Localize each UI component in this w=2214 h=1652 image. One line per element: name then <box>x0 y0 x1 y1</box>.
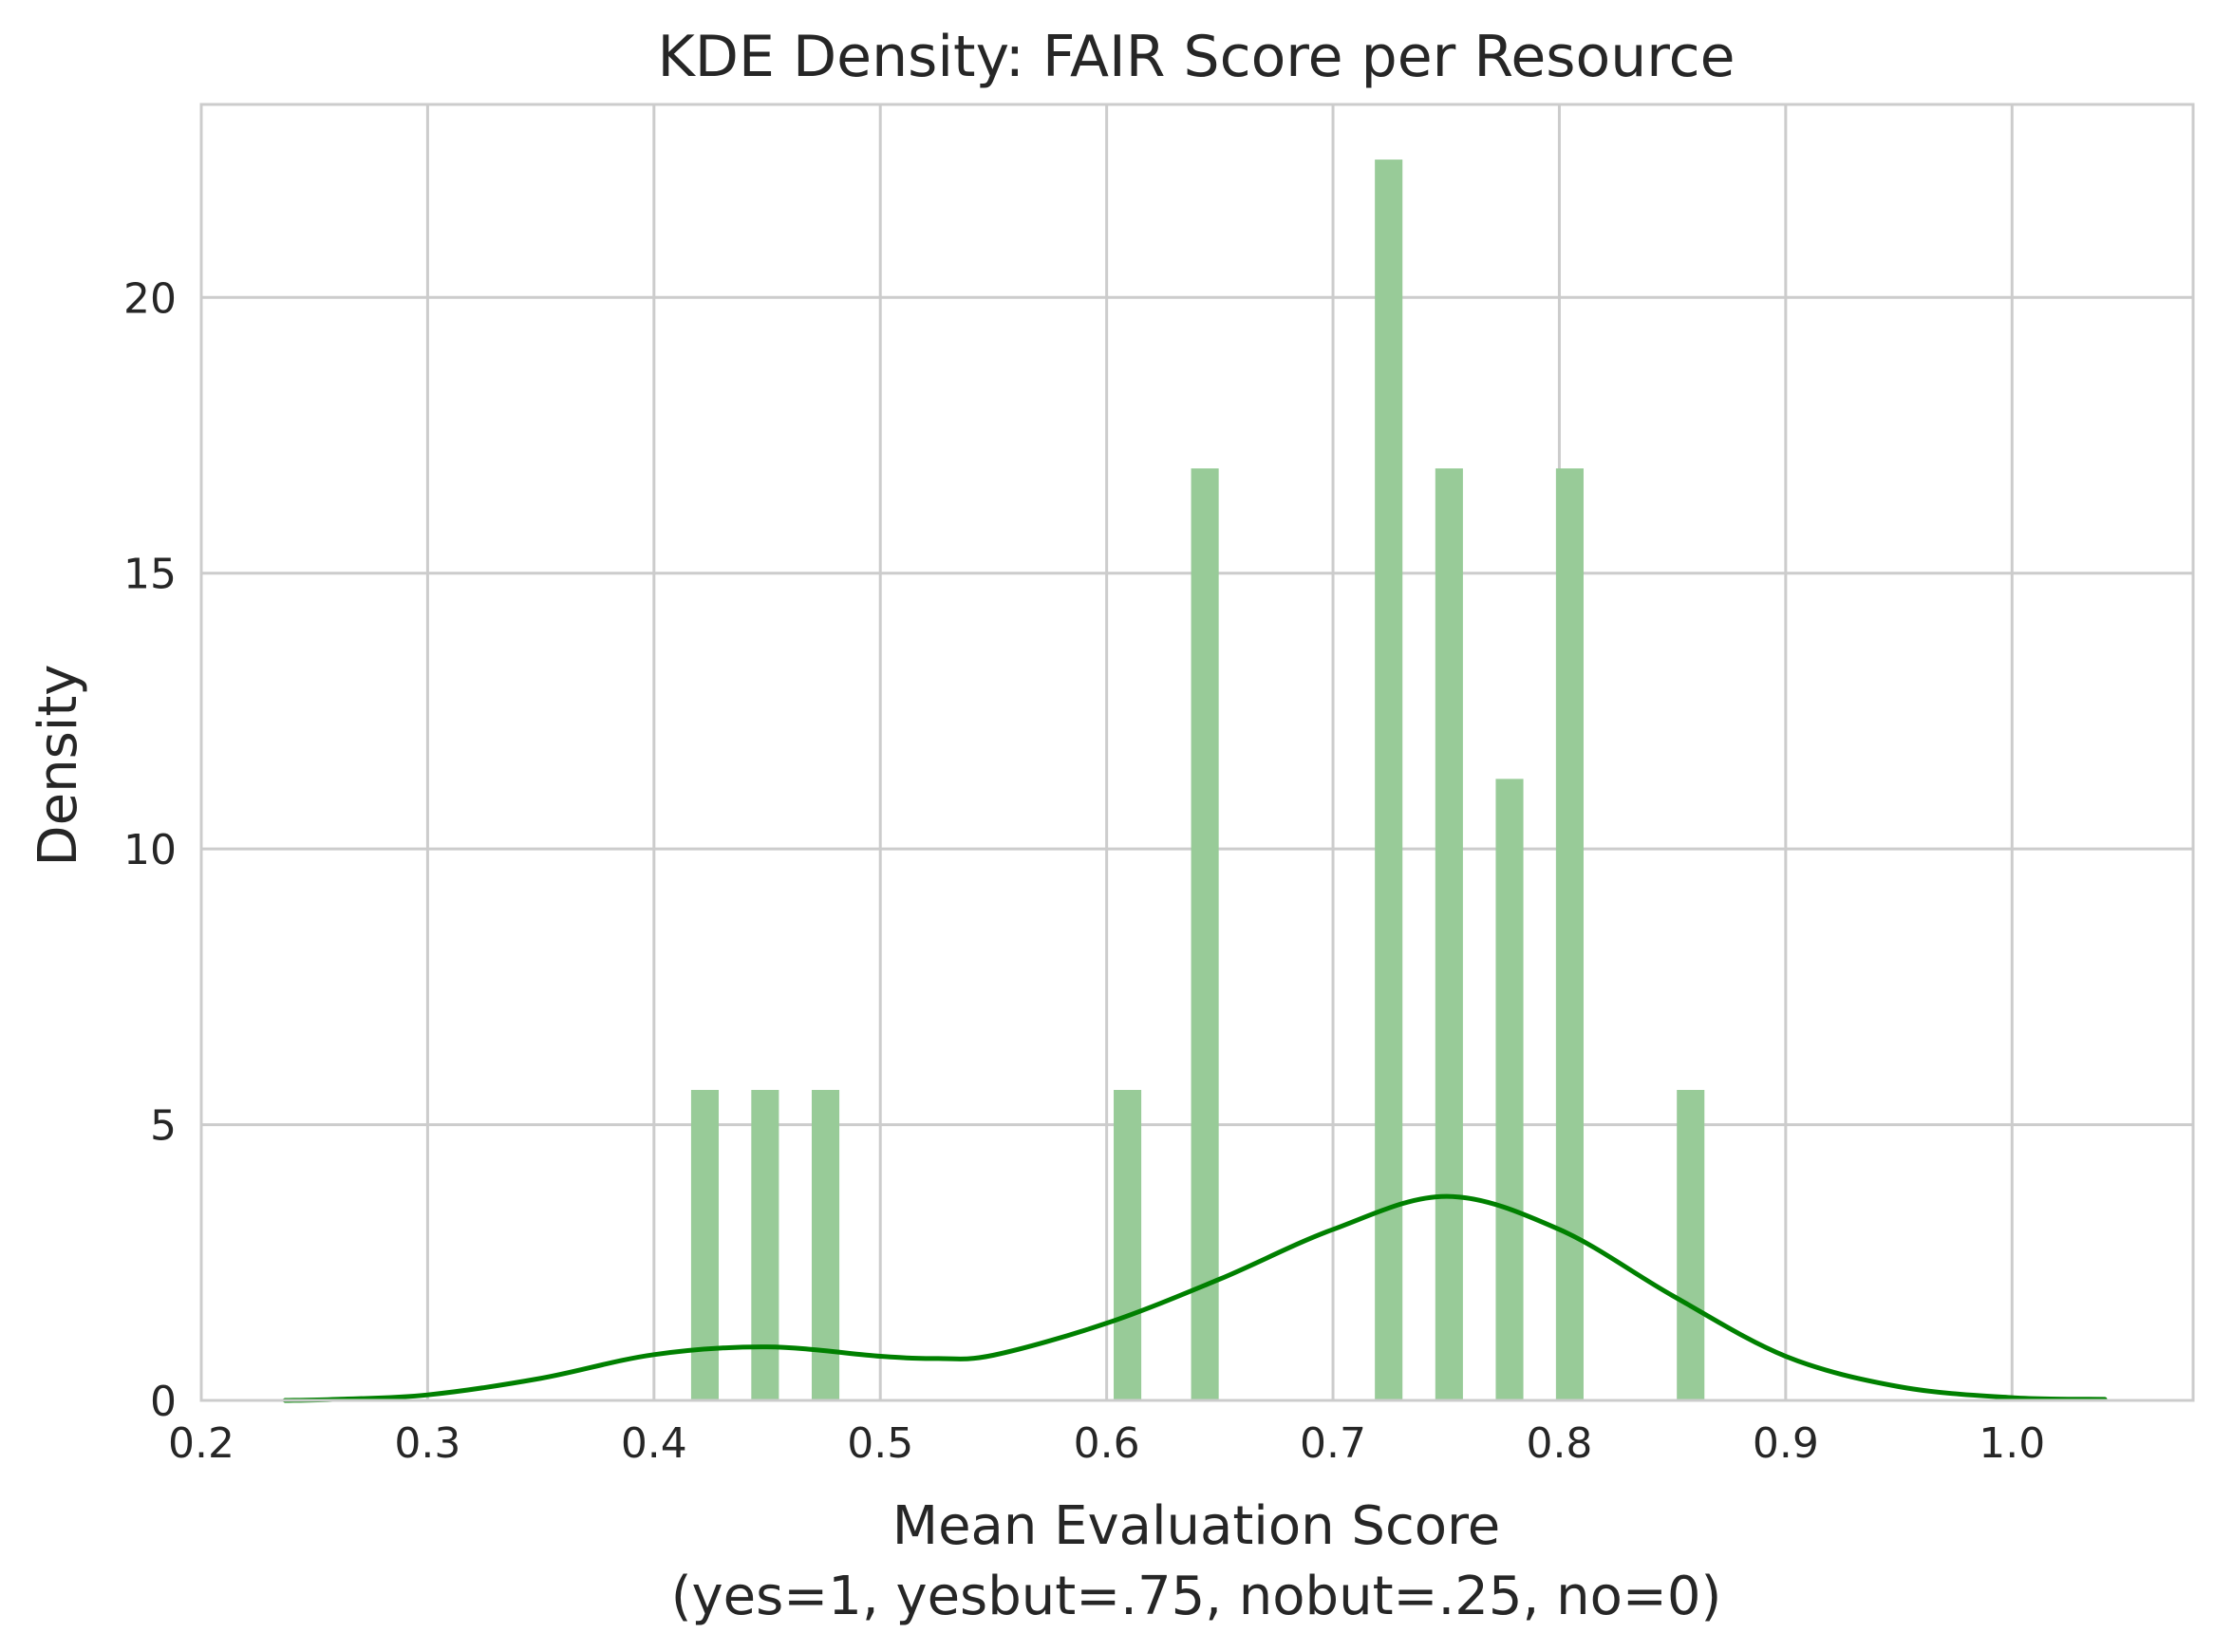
x-tick-label: 0.2 <box>168 1419 235 1468</box>
histogram-bar <box>1191 468 1219 1400</box>
y-tick-label: 20 <box>123 274 177 323</box>
x-tick-label: 0.3 <box>394 1419 460 1468</box>
x-axis-ticks: 0.2 0.3 0.4 0.5 0.6 0.7 0.8 0.9 1.0 <box>168 1419 2045 1468</box>
x-axis-label: Mean Evaluation Score <box>892 1495 1501 1557</box>
histogram-bar <box>1375 160 1403 1401</box>
x-tick-label: 0.4 <box>621 1419 687 1468</box>
histogram-bar <box>1495 779 1524 1400</box>
chart-title: KDE Density: FAIR Score per Resource <box>657 24 1735 90</box>
x-axis-label-subtitle: (yes=1, yesbut=.75, nobut=.25, no=0) <box>671 1566 1722 1627</box>
x-tick-label: 0.5 <box>847 1419 913 1468</box>
histogram-bar <box>1435 468 1463 1400</box>
histogram-bar <box>1555 468 1584 1400</box>
y-axis-ticks: 0 5 10 15 20 <box>123 274 177 1426</box>
histogram-bar <box>751 1089 779 1400</box>
y-tick-label: 0 <box>150 1378 177 1426</box>
kde-curve-layer <box>282 1193 2108 1403</box>
kde-curve <box>282 1193 2108 1403</box>
y-tick-label: 10 <box>123 826 177 874</box>
y-tick-label: 15 <box>123 551 177 599</box>
x-tick-label: 0.9 <box>1753 1419 1819 1468</box>
histogram-bar <box>1114 1089 1142 1400</box>
histogram-bar <box>1677 1089 1705 1400</box>
x-tick-label: 0.6 <box>1074 1419 1140 1468</box>
histogram-bar <box>690 1089 720 1400</box>
x-tick-label: 0.8 <box>1526 1419 1592 1468</box>
plot-frame <box>199 103 2195 1402</box>
x-tick-label: 0.7 <box>1300 1419 1366 1468</box>
y-tick-label: 5 <box>150 1102 177 1151</box>
x-tick-label: 1.0 <box>1979 1419 2045 1468</box>
y-axis-label: Density <box>28 665 89 867</box>
